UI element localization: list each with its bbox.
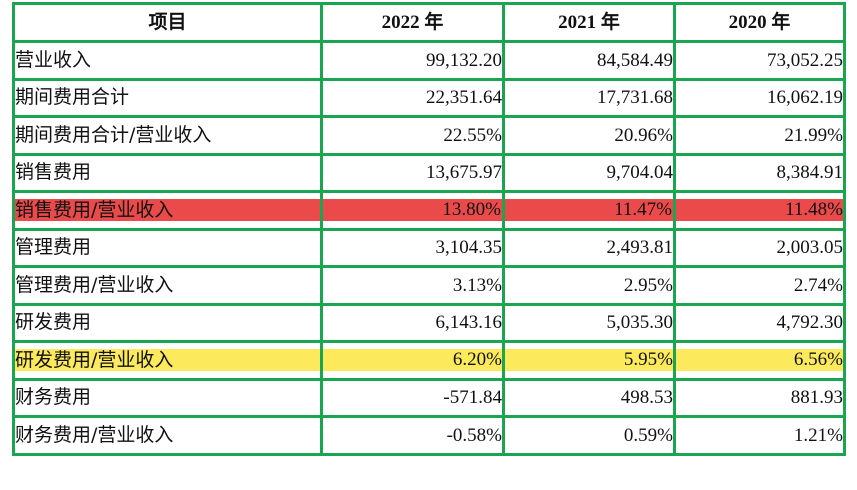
table-row-admin-expense: 管理费用 3,104.35 2,493.81 2,003.05 (12, 227, 846, 268)
cell-2021: 498.53 (502, 377, 676, 418)
header-row: 项目 2022 年 2021 年 2020 年 (12, 2, 846, 43)
cell-2022: -571.84 (320, 377, 505, 418)
expense-table: 项目 2022 年 2021 年 2020 年 营业收入 99,132.20 8… (12, 2, 846, 456)
cell-2020: 8,384.91 (673, 152, 846, 193)
cell-2022: 6.20% (324, 349, 501, 372)
table-row-finance-expense: 财务费用 -571.84 498.53 881.93 (12, 377, 846, 418)
row-label: 研发费用/营业收入 (16, 349, 319, 372)
row-label: 营业收入 (12, 40, 323, 81)
cell-2021: 17,731.68 (502, 77, 676, 118)
table-row-revenue: 营业收入 99,132.20 84,584.49 73,052.25 (12, 40, 846, 81)
table-row-period-expense-ratio: 期间费用合计/营业收入 22.55% 20.96% 21.99% (12, 115, 846, 156)
row-label: 期间费用合计 (12, 77, 323, 118)
cell-2022: 22.55% (320, 115, 505, 156)
cell-2021: 2,493.81 (502, 227, 676, 268)
cell-2020: 11.48% (677, 199, 842, 222)
cell-2020: 73,052.25 (673, 40, 846, 81)
cell-2021: 11.47% (506, 199, 672, 222)
cell-2021: 5,035.30 (502, 302, 676, 343)
cell-2021: 20.96% (502, 115, 676, 156)
row-label: 研发费用 (12, 302, 323, 343)
cell-2020: 16,062.19 (673, 77, 846, 118)
header-2020: 2020 年 (673, 2, 846, 43)
cell-2020: 1.21% (673, 415, 846, 456)
cell-2022: 3,104.35 (320, 227, 505, 268)
cell-2022: 13,675.97 (320, 152, 505, 193)
cell-2021: 9,704.04 (502, 152, 676, 193)
row-label: 财务费用 (12, 377, 323, 418)
row-label: 销售费用/营业收入 (16, 199, 319, 222)
cell-2020: 21.99% (673, 115, 846, 156)
table-row-rd-expense-ratio: 研发费用/营业收入 6.20% 5.95% 6.56% (12, 340, 846, 381)
cell-2020: 881.93 (673, 377, 846, 418)
header-2021: 2021 年 (502, 2, 676, 43)
row-label: 期间费用合计/营业收入 (12, 115, 323, 156)
table-row-rd-expense: 研发费用 6,143.16 5,035.30 4,792.30 (12, 302, 846, 343)
table-row-sales-expense: 销售费用 13,675.97 9,704.04 8,384.91 (12, 152, 846, 193)
cell-2022: 13.80% (324, 199, 501, 222)
cell-2022: 22,351.64 (320, 77, 505, 118)
row-label: 财务费用/营业收入 (12, 415, 323, 456)
header-2022: 2022 年 (320, 2, 505, 43)
cell-2021: 84,584.49 (502, 40, 676, 81)
header-item: 项目 (12, 2, 323, 43)
cell-2020: 2.74% (673, 265, 846, 306)
cell-2020: 6.56% (677, 349, 842, 372)
cell-2022: 6,143.16 (320, 302, 505, 343)
cell-2020: 2,003.05 (673, 227, 846, 268)
cell-2022: 99,132.20 (320, 40, 505, 81)
cell-2021: 0.59% (502, 415, 676, 456)
table-row-sales-expense-ratio: 销售费用/营业收入 13.80% 11.47% 11.48% (12, 190, 846, 231)
cell-2021: 5.95% (506, 349, 672, 372)
row-label: 管理费用 (12, 227, 323, 268)
cell-2022: -0.58% (320, 415, 505, 456)
table-row-period-expenses: 期间费用合计 22,351.64 17,731.68 16,062.19 (12, 77, 846, 118)
cell-2022: 3.13% (320, 265, 505, 306)
cell-2021: 2.95% (502, 265, 676, 306)
table-row-admin-expense-ratio: 管理费用/营业收入 3.13% 2.95% 2.74% (12, 265, 846, 306)
row-label: 销售费用 (12, 152, 323, 193)
cell-2020: 4,792.30 (673, 302, 846, 343)
row-label: 管理费用/营业收入 (12, 265, 323, 306)
table-row-finance-expense-ratio: 财务费用/营业收入 -0.58% 0.59% 1.21% (12, 415, 846, 456)
